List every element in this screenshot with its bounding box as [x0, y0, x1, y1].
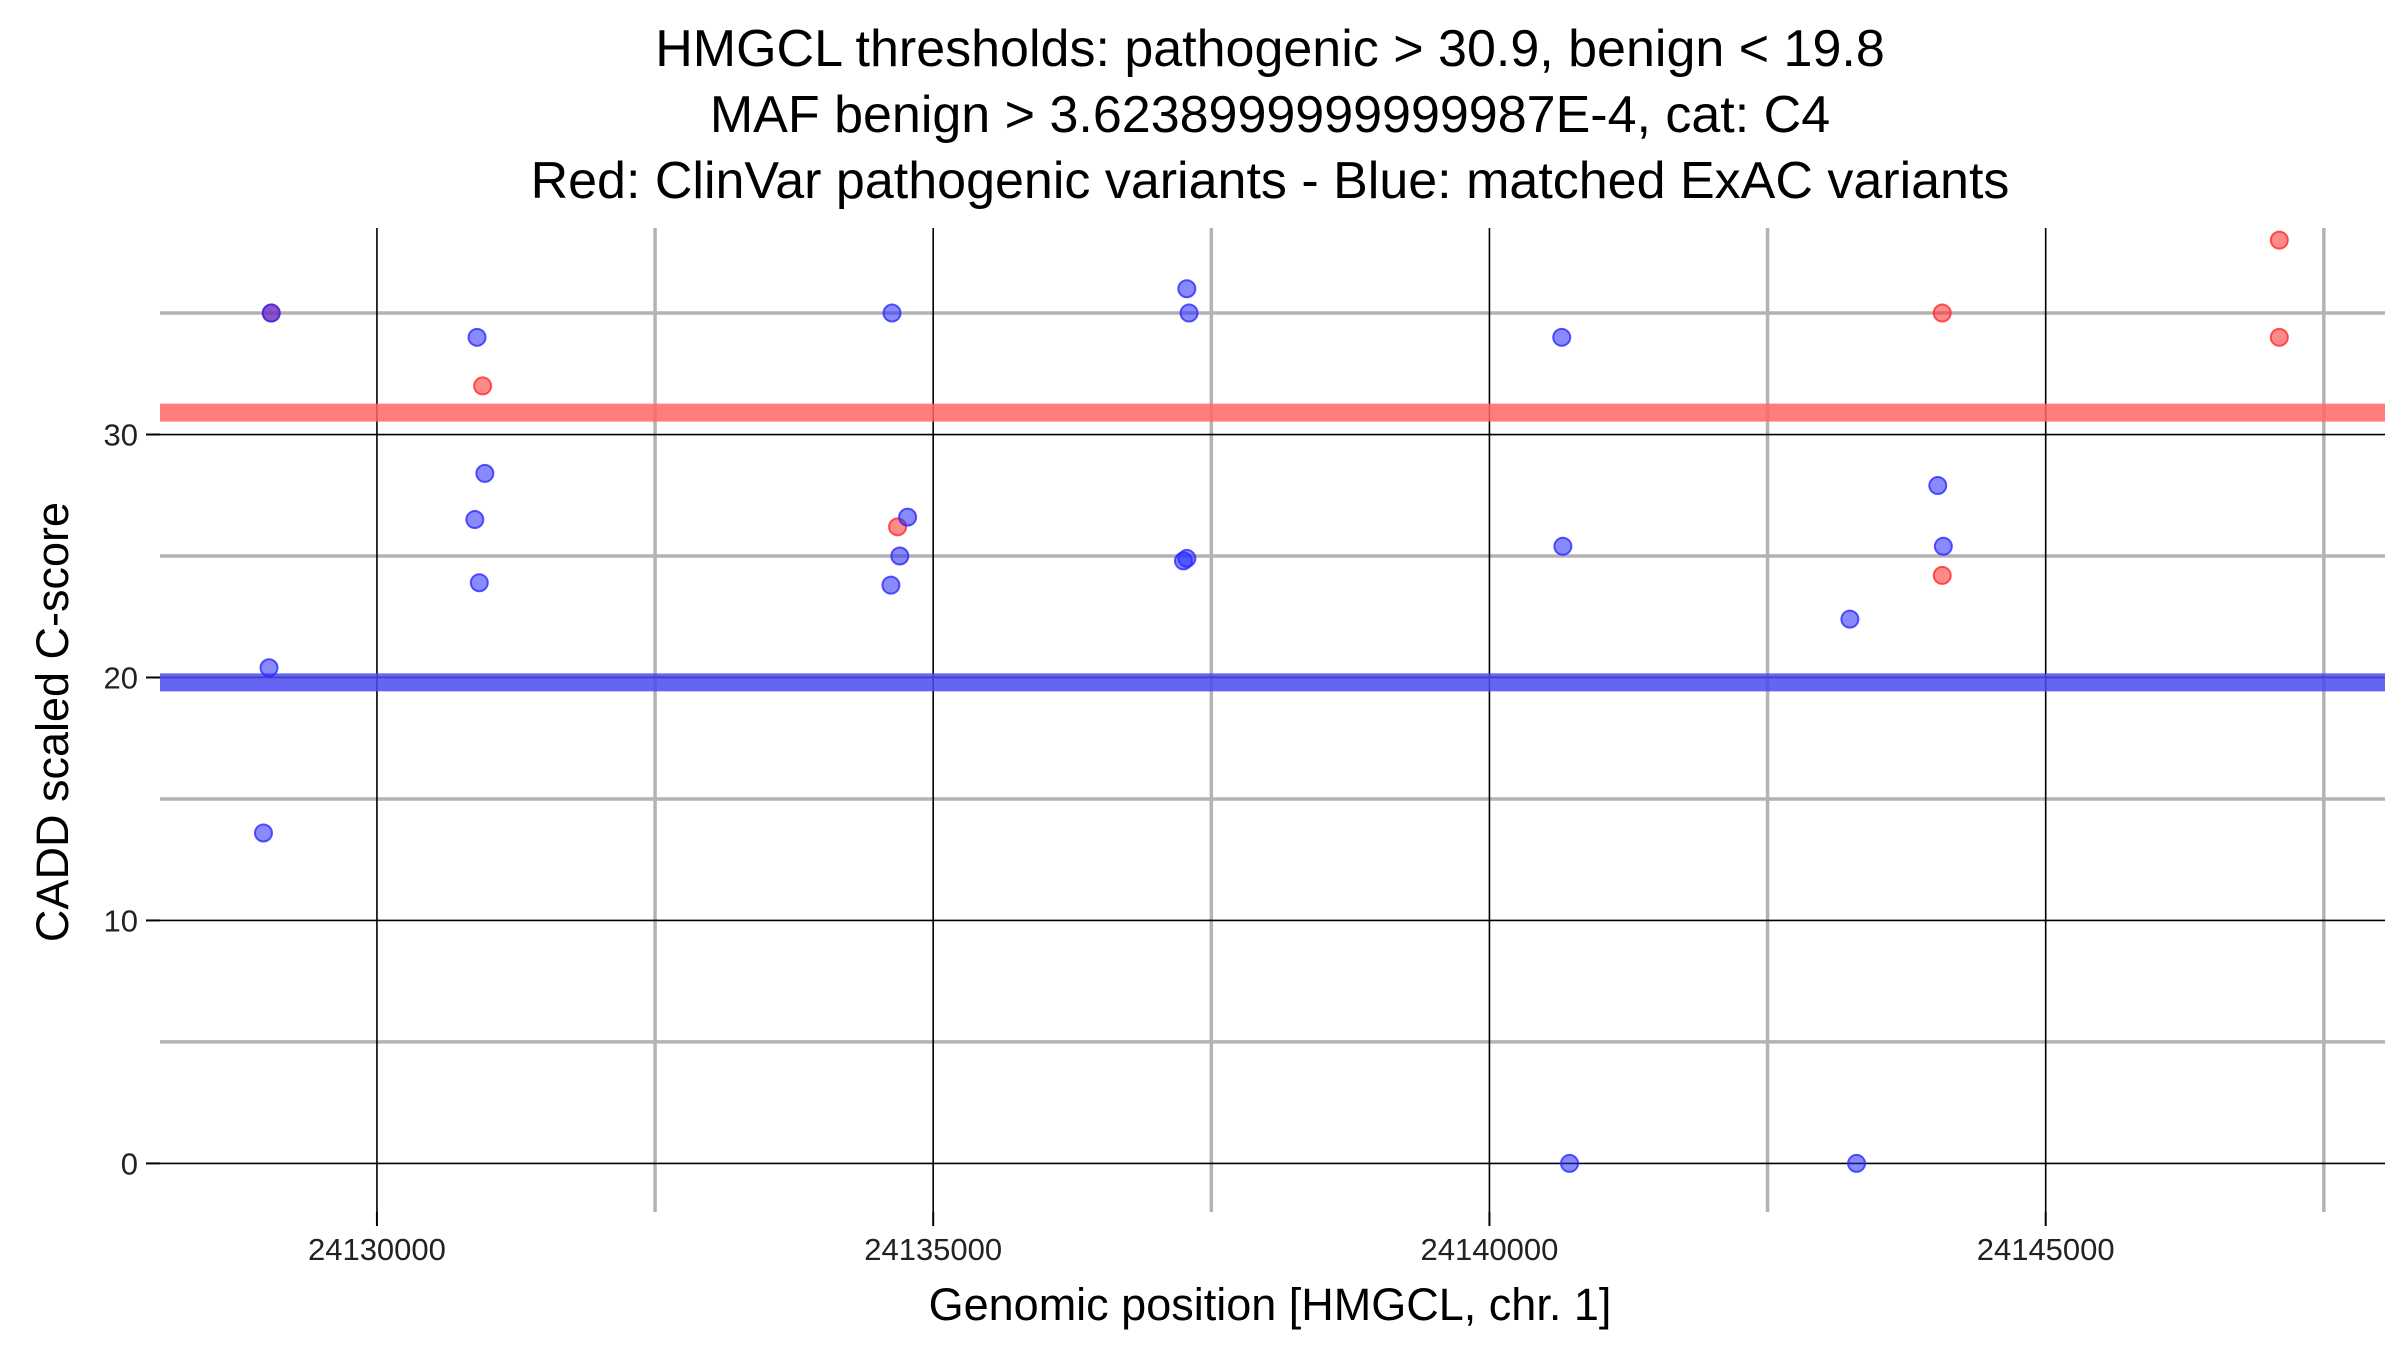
data-point: [1552, 327, 1572, 347]
x-tick-label: 24140000: [1420, 1232, 1558, 1267]
data-point: [259, 658, 279, 678]
data-point: [1928, 476, 1948, 496]
data-point: [1179, 303, 1199, 323]
data-point: [1932, 303, 1952, 323]
y-axis-title: CADD scaled C-score: [27, 502, 78, 942]
minor-gridlines: [160, 228, 2385, 1212]
x-axis-title: Genomic position [HMGCL, chr. 1]: [929, 1279, 1612, 1330]
title-line-1: HMGCL thresholds: pathogenic > 30.9, ben…: [655, 20, 1885, 78]
x-tick-label: 24135000: [864, 1232, 1002, 1267]
data-point: [1177, 279, 1197, 299]
data-point: [475, 463, 495, 483]
x-tick-label: 24130000: [308, 1232, 446, 1267]
data-point: [261, 303, 281, 323]
y-tick-label: 10: [104, 903, 138, 938]
data-point: [881, 575, 901, 595]
data-points: [253, 230, 2289, 1173]
major-gridlines: [160, 228, 2385, 1212]
x-tick-label: 24145000: [1977, 1232, 2115, 1267]
x-axis-ticks: 24130000 24135000 24140000 24145000: [308, 1212, 2115, 1267]
data-point: [473, 376, 493, 396]
data-point: [2269, 230, 2289, 250]
y-tick-label: 30: [104, 418, 138, 453]
data-point: [1560, 1153, 1580, 1173]
data-point: [898, 507, 918, 527]
data-point: [882, 303, 902, 323]
data-point: [465, 510, 485, 530]
y-axis-ticks: 0 10 20 30: [104, 418, 160, 1181]
threshold-lines: [160, 403, 2385, 692]
data-point: [1933, 536, 1953, 556]
data-point: [1932, 565, 1952, 585]
data-point: [1177, 548, 1197, 568]
y-tick-label: 0: [121, 1146, 138, 1181]
data-point: [1840, 609, 1860, 629]
y-tick-label: 20: [104, 660, 138, 695]
data-point: [1553, 536, 1573, 556]
title-line-3: Red: ClinVar pathogenic variants - Blue:…: [531, 152, 2010, 210]
data-point: [467, 327, 487, 347]
data-point: [2269, 327, 2289, 347]
chart-title: HMGCL thresholds: pathogenic > 30.9, ben…: [531, 20, 2010, 210]
title-line-2: MAF benign > 3.6238999999999987E-4, cat:…: [710, 86, 1830, 144]
data-point: [253, 823, 273, 843]
data-point: [469, 573, 489, 593]
data-point: [890, 546, 910, 566]
data-point: [1847, 1153, 1867, 1173]
